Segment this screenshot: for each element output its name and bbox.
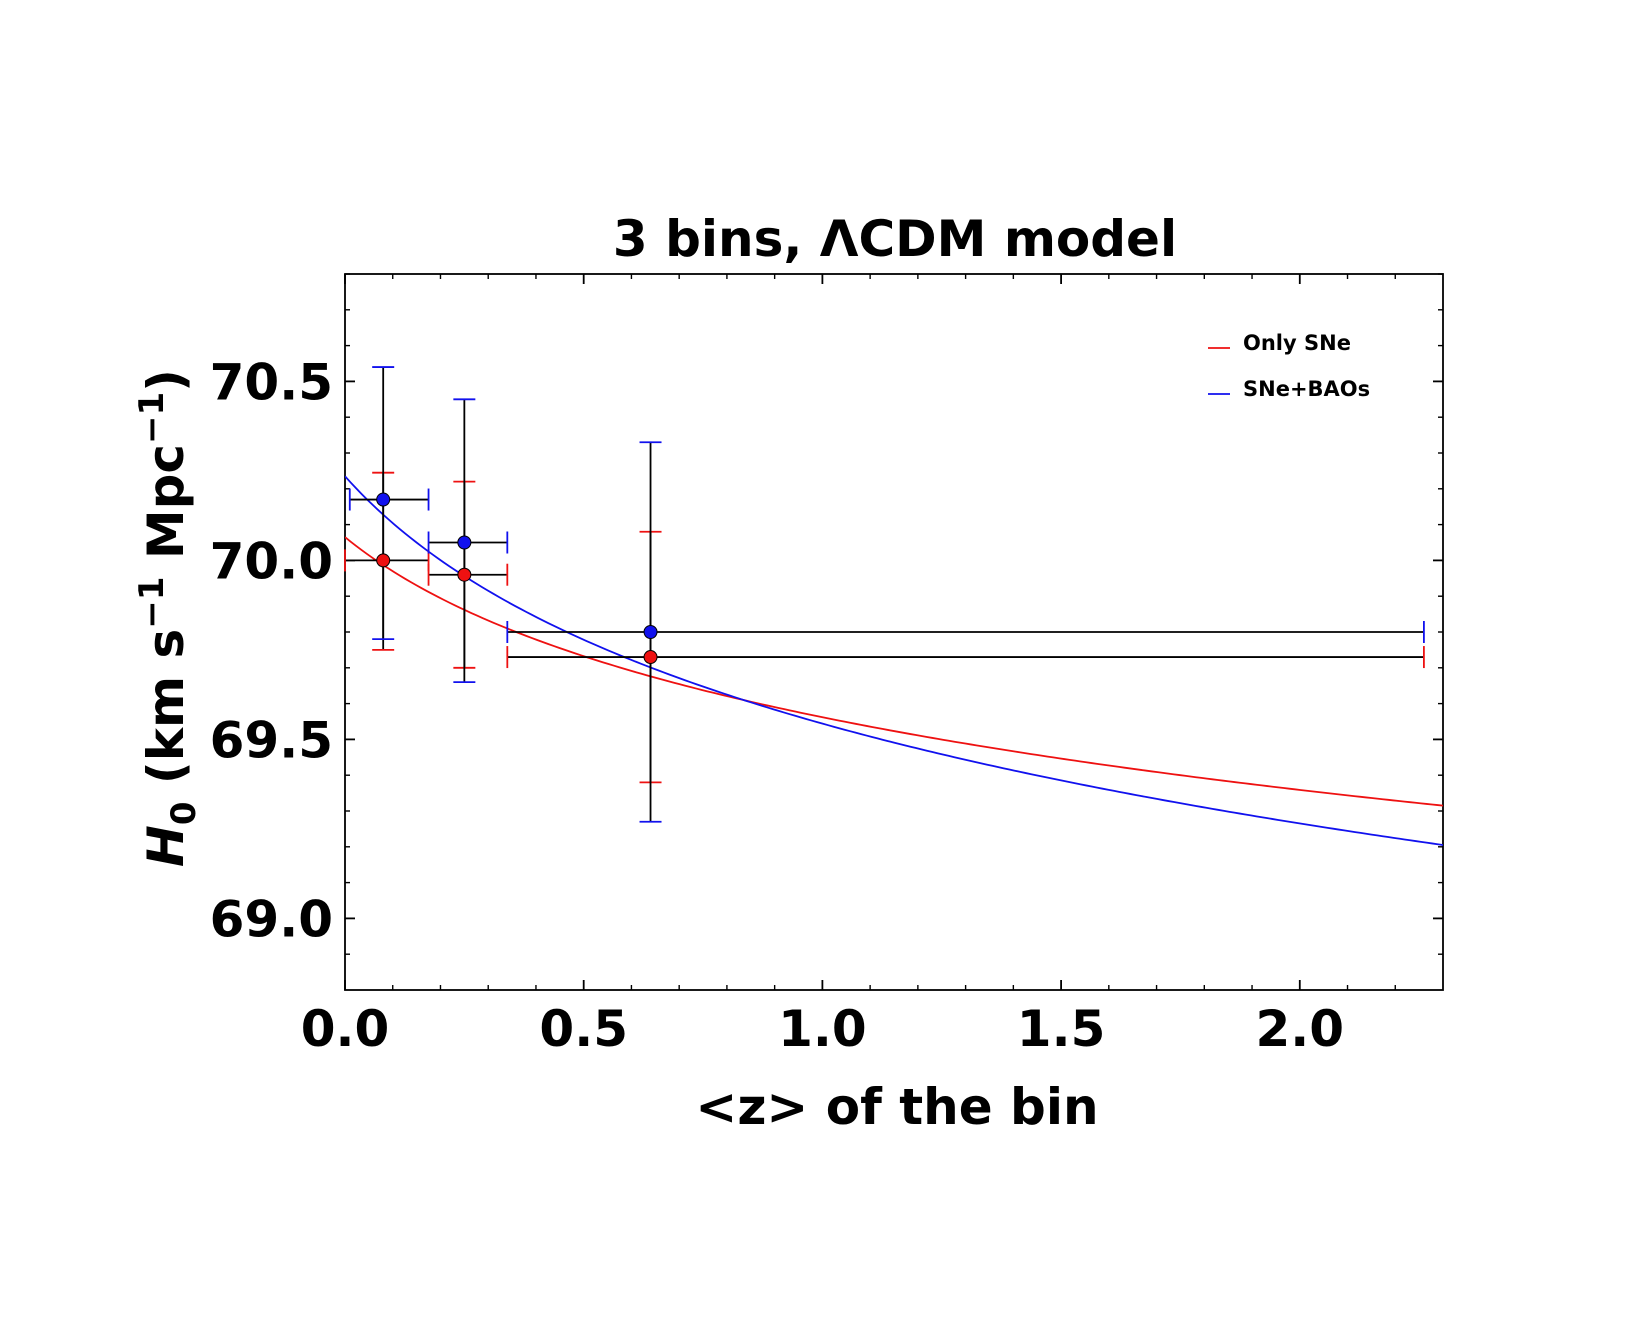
legend-label-0: Only SNe bbox=[1243, 331, 1351, 355]
chart-title: 3 bins, ΛCDM model bbox=[613, 210, 1177, 268]
data-point-0-1 bbox=[457, 567, 472, 582]
x-axis-label: <z> of the bin bbox=[695, 1078, 1098, 1136]
data-point-0-2 bbox=[643, 650, 658, 665]
legend: Only SNe SNe+BAOs bbox=[1208, 331, 1370, 401]
x-tick-label-4: 2.0 bbox=[1255, 1000, 1344, 1058]
x-tick-label-2: 1.0 bbox=[778, 1000, 867, 1058]
x-tick-label-0: 0.0 bbox=[301, 1000, 390, 1058]
y-tick-label-2: 70.0 bbox=[210, 532, 333, 590]
legend-label-1: SNe+BAOs bbox=[1243, 377, 1370, 401]
x-tick-label-1: 0.5 bbox=[539, 1000, 628, 1058]
y-axis-label-exp1: −1 bbox=[132, 577, 172, 629]
y-axis-label-subscript: 0 bbox=[164, 802, 204, 826]
y-axis-label-unit-mid: Mpc bbox=[137, 444, 195, 577]
data-point-1-1 bbox=[457, 535, 472, 550]
y-axis-label-symbol: H bbox=[137, 825, 195, 867]
x-tick-label-3: 1.5 bbox=[1017, 1000, 1106, 1058]
y-axis-label-unit-close: ) bbox=[137, 369, 195, 392]
data-point-0-0 bbox=[376, 553, 391, 568]
y-tick-label-0: 69.0 bbox=[210, 890, 333, 948]
plot-area: 0.0 0.5 1.0 1.5 2.0 69.0 69.5 70.0 70.5 bbox=[210, 273, 1444, 1058]
data-point-1-0 bbox=[376, 492, 391, 507]
fit-curve-1 bbox=[345, 475, 1443, 846]
fit-curve-0 bbox=[345, 536, 1443, 807]
y-tick-label-3: 70.5 bbox=[210, 353, 333, 411]
y-tick-label-1: 69.5 bbox=[210, 711, 333, 769]
y-axis-label: H0 (km s−1 Mpc−1) bbox=[132, 369, 204, 867]
y-axis-label-unit-open: (km s bbox=[137, 629, 195, 802]
y-axis-label-exp2: −1 bbox=[132, 392, 172, 444]
data-point-1-2 bbox=[643, 625, 658, 639]
